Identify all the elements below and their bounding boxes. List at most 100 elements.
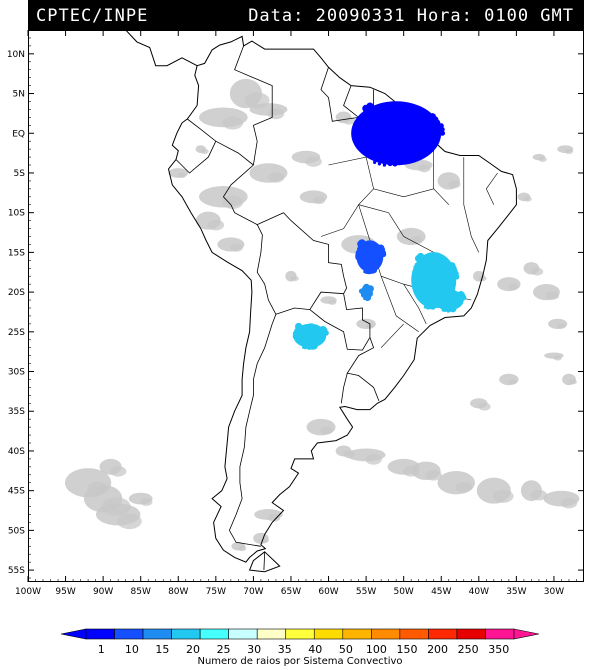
system-pixel xyxy=(433,294,439,301)
cloud-area xyxy=(267,108,285,120)
country-border xyxy=(175,118,217,174)
system-pixel xyxy=(415,109,422,116)
cloud-area xyxy=(410,235,424,244)
cloud-area xyxy=(508,283,519,291)
cloud-area xyxy=(564,148,574,155)
central-america-outline xyxy=(117,25,198,67)
lon-label: 100W xyxy=(15,587,41,597)
colorbar-tick-label: 250 xyxy=(457,643,479,656)
system-pixel xyxy=(373,160,377,164)
cloud-area xyxy=(508,379,517,385)
colorbar-tick-label: 200 xyxy=(427,643,449,656)
cloud-area xyxy=(343,116,356,125)
system-pixel xyxy=(423,305,427,309)
cloud-area xyxy=(425,470,442,481)
system-pixel xyxy=(314,324,320,331)
system-pixel xyxy=(426,261,432,268)
lat-label: 30S xyxy=(8,368,25,378)
colorbar-tick-label: 30 xyxy=(247,643,262,656)
lat-label: 15S xyxy=(8,248,25,258)
lon-label: 45W xyxy=(431,587,451,597)
system-pixel xyxy=(308,323,316,331)
convective-system xyxy=(351,101,446,167)
system-pixel xyxy=(413,153,417,158)
system-pixel xyxy=(362,110,366,115)
cloud-area xyxy=(418,164,431,173)
colorbar-title: Numero de raios por Sistema Convectivo xyxy=(197,656,403,667)
cloud-area xyxy=(200,148,209,155)
cloud-area xyxy=(305,156,322,167)
state-border xyxy=(328,156,450,205)
system-pixel xyxy=(402,107,411,115)
cloud-area xyxy=(497,277,521,292)
system-pixel xyxy=(298,337,304,344)
colorbar-tick-label: 35 xyxy=(277,643,292,656)
system-pixel xyxy=(458,292,466,300)
system-pixel xyxy=(414,149,420,155)
cloud-area xyxy=(455,481,473,493)
cloud-area xyxy=(545,291,560,300)
system-pixel xyxy=(293,330,299,336)
datetime-label: Data: 20090331 Hora: 0100 GMT xyxy=(248,6,574,26)
cloud-area xyxy=(290,275,299,282)
lon-label: 95W xyxy=(55,587,75,597)
lon-label: 35W xyxy=(506,587,526,597)
system-pixel xyxy=(374,262,380,268)
cloud-area xyxy=(267,513,281,522)
system-pixel xyxy=(411,275,420,283)
system-pixel xyxy=(295,327,299,331)
system-pixel xyxy=(433,119,441,127)
lat-label: 10S xyxy=(8,209,25,219)
colorbar-tick-label: 10 xyxy=(124,643,139,656)
lon-label: 70W xyxy=(243,587,263,597)
system-pixel xyxy=(422,111,426,115)
source-label: CPTEC/INPE xyxy=(36,6,149,26)
cloud-area xyxy=(478,275,487,282)
convective-system xyxy=(292,322,329,350)
system-pixel xyxy=(393,110,397,114)
colorbar-tick-label: 350 xyxy=(488,643,510,656)
lon-label: 90W xyxy=(93,587,113,597)
lon-label: 80W xyxy=(168,587,188,597)
cloud-area xyxy=(523,196,532,202)
cloud-area xyxy=(320,426,333,435)
lat-label: 50S xyxy=(8,526,25,536)
state-border xyxy=(485,172,498,205)
lat-label: 40S xyxy=(8,447,25,457)
convective-system xyxy=(355,239,387,275)
cloud-area xyxy=(560,497,578,509)
cloud-area xyxy=(328,299,337,305)
lon-label: 55W xyxy=(356,587,376,597)
colorbar-tick-label: 150 xyxy=(396,643,418,656)
system-pixel xyxy=(435,256,443,264)
system-pixel xyxy=(412,267,418,274)
tierra-del-fuego-outline xyxy=(248,551,281,573)
country-border xyxy=(320,67,359,122)
convective-system xyxy=(358,283,374,302)
lon-label: 75W xyxy=(206,587,226,597)
system-pixel xyxy=(397,110,401,114)
cloud-area xyxy=(530,267,544,276)
country-border xyxy=(222,141,258,225)
system-pixel xyxy=(366,102,374,110)
system-pixel xyxy=(302,345,306,349)
system-pixel xyxy=(416,284,420,288)
system-pixel xyxy=(365,284,371,290)
system-pixel xyxy=(360,292,365,296)
country-border xyxy=(340,372,348,404)
lat-label: 35S xyxy=(8,407,25,417)
system-pixel xyxy=(439,126,445,133)
cloud-area xyxy=(492,489,514,503)
system-pixel xyxy=(361,135,365,139)
system-pixel xyxy=(390,110,394,114)
lat-label: 10N xyxy=(7,50,25,60)
system-pixel xyxy=(445,307,451,313)
country-border xyxy=(263,551,266,571)
system-pixel xyxy=(367,141,373,147)
cloud-area xyxy=(365,454,382,465)
country-border xyxy=(228,314,277,547)
cloud-area xyxy=(530,489,548,501)
lon-label: 65W xyxy=(281,587,301,597)
cloud-area xyxy=(557,323,566,329)
system-pixel xyxy=(303,326,309,332)
